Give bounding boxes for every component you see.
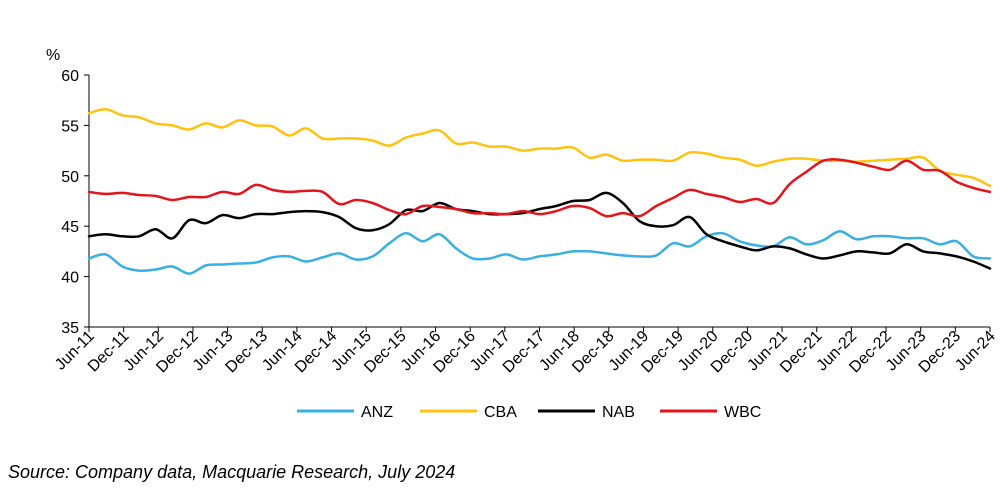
y-tick-label: 35: [61, 320, 79, 337]
y-tick-label: 55: [61, 118, 79, 135]
y-tick-label: 40: [61, 270, 79, 287]
x-tick-label: Jun-24: [952, 328, 999, 375]
x-axis-ticks: Jun-11Dec-11Jun-12Dec-12Jun-13Dec-13Jun-…: [52, 327, 999, 376]
axes: [88, 75, 990, 328]
series-line-cba: [87, 108, 992, 188]
y-tick-label: 60: [61, 68, 79, 85]
series-line-anz: [87, 229, 992, 275]
source-note: Source: Company data, Macquarie Research…: [8, 462, 456, 482]
legend-label-cba: CBA: [484, 404, 517, 421]
legend-label-anz: ANZ: [361, 404, 393, 421]
legend: ANZ CBA NAB WBC: [297, 404, 761, 421]
y-axis-unit-label: %: [46, 47, 60, 64]
series-lines: [87, 108, 992, 275]
y-tick-label: 45: [61, 219, 79, 236]
series-line-wbc: [87, 158, 992, 218]
legend-label-nab: NAB: [602, 404, 635, 421]
series-line-nab: [87, 191, 992, 270]
y-axis-ticks: 35 40 45 50 55 60: [61, 68, 89, 337]
legend-label-wbc: WBC: [724, 404, 761, 421]
y-tick-label: 50: [61, 169, 79, 186]
